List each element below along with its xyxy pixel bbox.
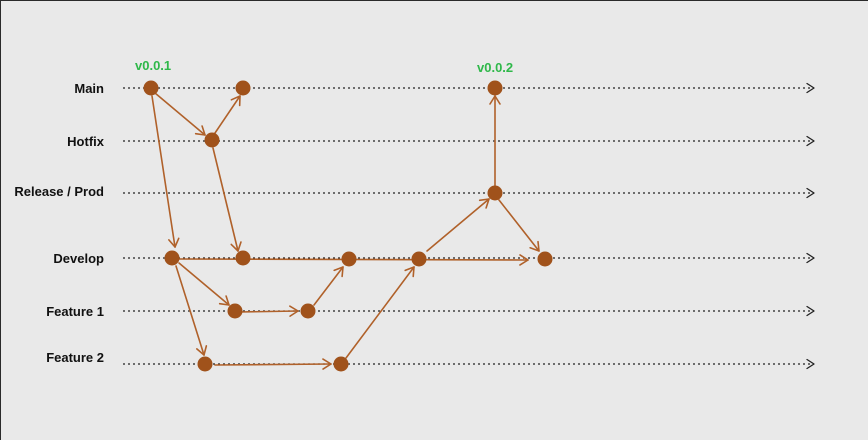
lane-label-hotfix: Hotfix: [67, 134, 104, 149]
commit-feature-2-1: [197, 356, 213, 372]
lane-label-develop: Develop: [53, 251, 104, 266]
lane-label-feature-2: Feature 2: [46, 350, 104, 365]
commit-main-2: [235, 80, 251, 96]
arrow-hotfix-to-main: [214, 95, 241, 134]
commit-main-1: [143, 80, 159, 96]
tag-v0-0-2: v0.0.2: [477, 60, 514, 75]
commit-develop-3: [341, 251, 357, 267]
arrow-develop-to-feature-2: [175, 265, 208, 356]
commit-develop-2: [235, 250, 251, 266]
commit-develop-1: [164, 250, 180, 266]
arrow-feature-2-to-develop: [345, 266, 415, 359]
commit-feature-1-1: [227, 303, 243, 319]
commit-develop-4: [411, 251, 427, 267]
arrow-develop-to-feature-1: [178, 262, 230, 306]
commit-release-1: [487, 185, 503, 201]
tag-v0-0-1: v0.0.1: [135, 58, 172, 73]
lane-label-release: Release / Prod: [14, 184, 104, 199]
lane-label-feature-1: Feature 1: [46, 304, 104, 319]
arrow-hotfix-to-develop: [212, 147, 242, 252]
commit-develop-5: [537, 251, 553, 267]
arrow-main-to-develop: [151, 95, 180, 248]
commit-hotfix-1: [204, 132, 220, 148]
arrow-release-to-develop: [498, 199, 540, 252]
arrow-feature-1-to-develop: [313, 266, 344, 306]
commit-feature-1-2: [300, 303, 316, 319]
lane-label-main: Main: [74, 81, 104, 96]
arrow-feature-1-commit: [238, 305, 299, 317]
commit-main-3: [487, 80, 503, 96]
commit-feature-2-2: [333, 356, 349, 372]
arrow-develop-to-release: [426, 198, 490, 252]
arrow-main-to-hotfix: [154, 92, 206, 136]
arrow-feature-2-commit: [214, 358, 332, 370]
